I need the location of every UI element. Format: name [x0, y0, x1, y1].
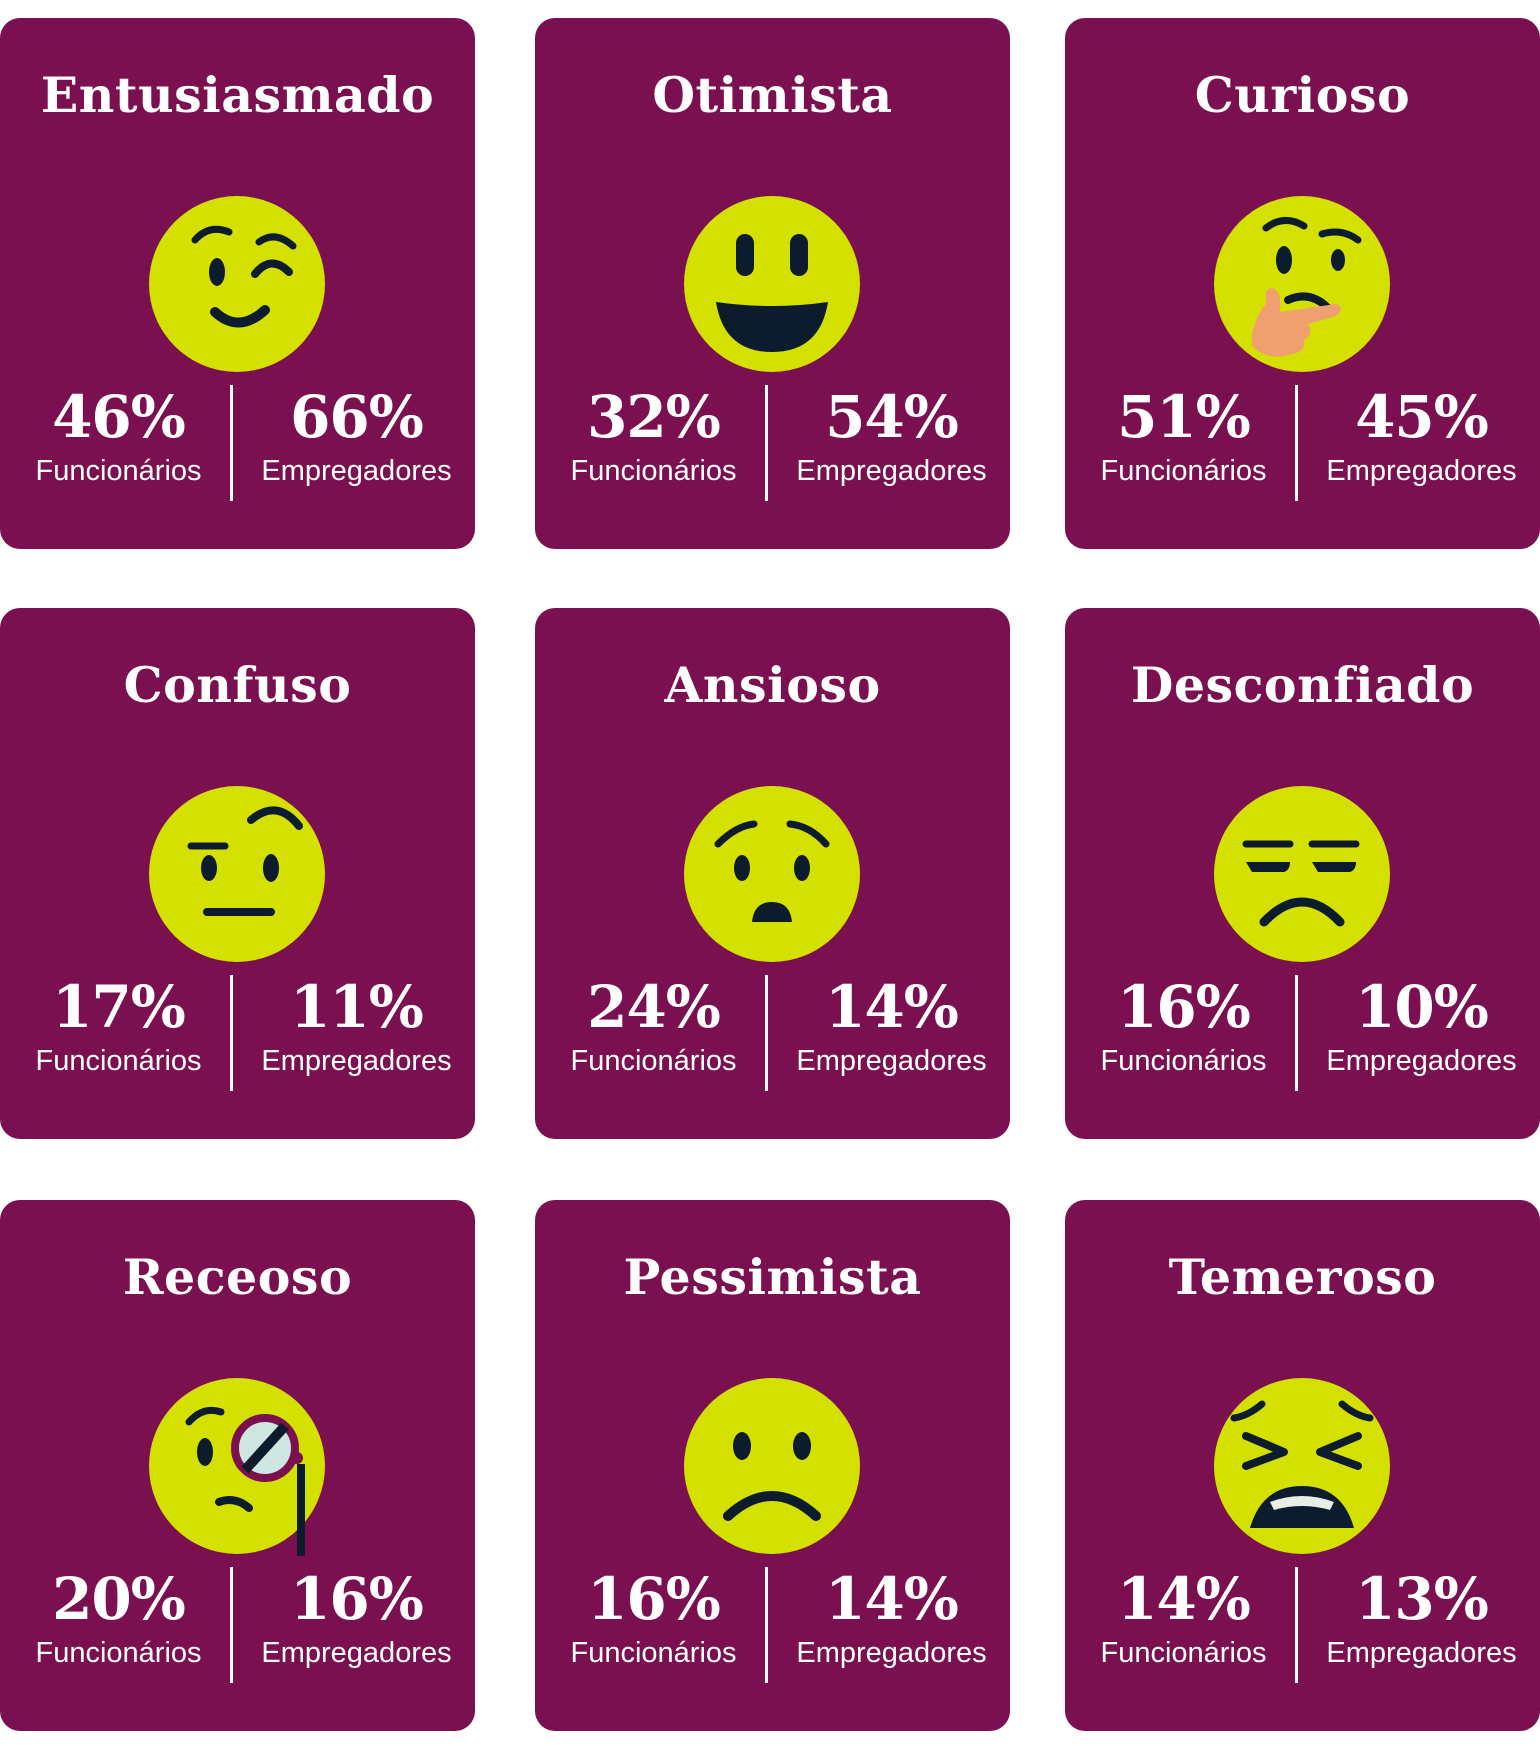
employers-label: Empregadores: [261, 1637, 452, 1669]
employers-label: Empregadores: [1326, 455, 1517, 487]
employees-label: Funcionários: [35, 1637, 202, 1669]
emotion-card-entusiasmado: Entusiasmado 46% Funcionários 66% Empreg…: [0, 18, 475, 549]
employees-label: Funcionários: [1100, 1637, 1267, 1669]
employers-label: Empregadores: [1326, 1637, 1517, 1669]
emotion-card-pessimista: Pessimista 16% Funcionários 14% Empregad…: [535, 1200, 1010, 1731]
employees-label: Funcionários: [35, 1045, 202, 1077]
emotion-card-otimista: Otimista 32% Funcionários 54% Empregador…: [535, 18, 1010, 549]
employees-percent: 51%: [1117, 383, 1251, 451]
winking-face-icon: [149, 196, 325, 372]
emotion-card-curioso: Curioso 51% Funcionários 45% Empregadore…: [1065, 18, 1540, 549]
card-title: Confuso: [123, 656, 352, 714]
employers-percent: 54%: [825, 383, 959, 451]
employees-percent: 32%: [587, 383, 721, 451]
employers-percent: 10%: [1355, 973, 1489, 1041]
employees-stat: 16% Funcionários: [535, 1565, 772, 1669]
employees-stat: 24% Funcionários: [535, 973, 772, 1077]
emotion-card-receoso: Receoso 20% Funcionários 16% Empregadore…: [0, 1200, 475, 1731]
employees-percent: 14%: [1117, 1565, 1251, 1633]
employers-label: Empregadores: [1326, 1045, 1517, 1077]
stats-row: 51% Funcionários 45% Empregadores: [1065, 383, 1540, 501]
grinning-face-icon: [684, 196, 860, 372]
employers-stat: 13% Empregadores: [1303, 1565, 1540, 1669]
employers-percent: 16%: [290, 1565, 424, 1633]
employees-percent: 16%: [1117, 973, 1251, 1041]
frowning-face-icon: [684, 1378, 860, 1554]
worried-face-icon: [684, 786, 860, 962]
employees-percent: 20%: [52, 1565, 186, 1633]
employees-stat: 14% Funcionários: [1065, 1565, 1302, 1669]
card-title: Desconfiado: [1130, 656, 1475, 714]
employees-label: Funcionários: [1100, 1045, 1267, 1077]
employers-label: Empregadores: [261, 455, 452, 487]
card-title: Pessimista: [623, 1248, 922, 1306]
card-title: Otimista: [652, 66, 893, 124]
employees-label: Funcionários: [1100, 455, 1267, 487]
employers-stat: 45% Empregadores: [1303, 383, 1540, 487]
stat-divider: [765, 975, 768, 1091]
employers-label: Empregadores: [261, 1045, 452, 1077]
emotion-card-desconfiado: Desconfiado 16% Funcionários 10% Emprega…: [1065, 608, 1540, 1139]
employees-percent: 16%: [587, 1565, 721, 1633]
employees-stat: 51% Funcionários: [1065, 383, 1302, 487]
employees-stat: 20% Funcionários: [0, 1565, 237, 1669]
employees-percent: 24%: [587, 973, 721, 1041]
stat-divider: [1295, 385, 1298, 501]
raised-eyebrow-face-icon: [149, 786, 325, 962]
employers-stat: 11% Empregadores: [238, 973, 475, 1077]
stats-row: 16% Funcionários 14% Empregadores: [535, 1565, 1010, 1683]
stat-divider: [230, 1567, 233, 1683]
employees-percent: 46%: [52, 383, 186, 451]
employees-percent: 17%: [52, 973, 186, 1041]
stat-divider: [765, 385, 768, 501]
employers-stat: 14% Empregadores: [773, 973, 1010, 1077]
employers-percent: 14%: [825, 973, 959, 1041]
stats-row: 24% Funcionários 14% Empregadores: [535, 973, 1010, 1091]
employers-percent: 11%: [290, 973, 424, 1041]
face-with-monocle-icon: [149, 1378, 325, 1556]
card-title: Ansioso: [664, 656, 881, 714]
tired-face-icon: [1214, 1378, 1390, 1554]
employers-stat: 54% Empregadores: [773, 383, 1010, 487]
stats-row: 20% Funcionários 16% Empregadores: [0, 1565, 475, 1683]
employees-stat: 46% Funcionários: [0, 383, 237, 487]
employers-percent: 14%: [825, 1565, 959, 1633]
employers-label: Empregadores: [796, 455, 987, 487]
employers-stat: 66% Empregadores: [238, 383, 475, 487]
employees-stat: 17% Funcionários: [0, 973, 237, 1077]
stat-divider: [230, 385, 233, 501]
unamused-face-icon: [1214, 786, 1390, 962]
stat-divider: [765, 1567, 768, 1683]
emotion-card-confuso: Confuso 17% Funcionários 11% Empregadore…: [0, 608, 475, 1139]
stats-row: 14% Funcionários 13% Empregadores: [1065, 1565, 1540, 1683]
employees-label: Funcionários: [570, 1637, 737, 1669]
emotion-card-ansioso: Ansioso 24% Funcionários 14% Empregadore…: [535, 608, 1010, 1139]
stat-divider: [1295, 975, 1298, 1091]
employees-stat: 16% Funcionários: [1065, 973, 1302, 1077]
card-title: Entusiasmado: [40, 66, 435, 124]
employers-label: Empregadores: [796, 1045, 987, 1077]
employees-label: Funcionários: [570, 1045, 737, 1077]
thinking-face-icon: [1214, 196, 1390, 372]
card-title: Temeroso: [1168, 1248, 1437, 1306]
stats-row: 17% Funcionários 11% Empregadores: [0, 973, 475, 1091]
employers-percent: 13%: [1355, 1565, 1489, 1633]
employers-label: Empregadores: [796, 1637, 987, 1669]
employers-percent: 45%: [1355, 383, 1489, 451]
employees-stat: 32% Funcionários: [535, 383, 772, 487]
employers-stat: 14% Empregadores: [773, 1565, 1010, 1669]
stats-row: 16% Funcionários 10% Empregadores: [1065, 973, 1540, 1091]
card-title: Curioso: [1194, 66, 1411, 124]
employers-percent: 66%: [290, 383, 424, 451]
emotion-card-temeroso: Temeroso 14% Funcionários 13% Empregador…: [1065, 1200, 1540, 1731]
card-title: Receoso: [122, 1248, 353, 1306]
employees-label: Funcionários: [570, 455, 737, 487]
stat-divider: [230, 975, 233, 1091]
stats-row: 46% Funcionários 66% Empregadores: [0, 383, 475, 501]
stats-row: 32% Funcionários 54% Empregadores: [535, 383, 1010, 501]
employers-stat: 16% Empregadores: [238, 1565, 475, 1669]
employers-stat: 10% Empregadores: [1303, 973, 1540, 1077]
stat-divider: [1295, 1567, 1298, 1683]
employees-label: Funcionários: [35, 455, 202, 487]
